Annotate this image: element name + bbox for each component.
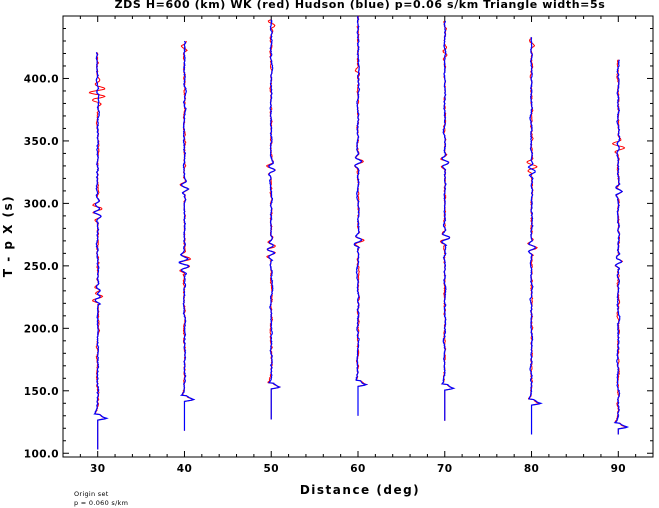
- trace-red-40: [178, 40, 196, 431]
- x-tick-label: 60: [350, 463, 365, 475]
- y-tick-label: 300.0: [24, 198, 59, 210]
- footnote-slowness: p = 0.060 s/km: [74, 499, 128, 507]
- trace-blue-50: [266, 19, 282, 420]
- trace-blue-80: [527, 36, 543, 435]
- chart-title: ZDS H=600 (km) WK (red) Hudson (blue) p=…: [115, 0, 606, 11]
- y-tick-label: 100.0: [24, 448, 59, 460]
- y-axis-label: T - p X (s): [1, 195, 15, 277]
- x-axis-label: Distance (deg): [300, 483, 420, 497]
- y-tick-label: 150.0: [24, 386, 59, 398]
- x-tick-label: 70: [437, 463, 452, 475]
- y-tick-label: 250.0: [24, 261, 59, 273]
- footnote-origin: Origin set: [74, 490, 109, 498]
- y-axis: 100.0 150.0 200.0 250.0 300.0 350.0 400.0: [24, 27, 653, 460]
- x-tick-label: 30: [90, 463, 105, 475]
- x-tick-label: 80: [524, 463, 539, 475]
- y-tick-label: 200.0: [24, 323, 59, 335]
- x-tick-label: 50: [264, 463, 279, 475]
- y-tick-label: 350.0: [24, 136, 59, 148]
- trace-group: [88, 15, 630, 450]
- x-tick-label: 40: [177, 463, 192, 475]
- trace-red-50: [265, 19, 281, 420]
- trace-blue-30: [93, 51, 109, 450]
- trace-blue-90: [613, 59, 630, 435]
- trace-red-90: [612, 59, 629, 435]
- trace-blue-60: [353, 15, 369, 416]
- trace-blue-40: [178, 40, 196, 431]
- trace-red-70: [439, 20, 455, 421]
- trace-red-60: [354, 15, 369, 416]
- trace-blue-70: [441, 20, 456, 421]
- x-tick-label: 90: [611, 463, 626, 475]
- x-axis: 30 40 50 60 70 80 90: [62, 16, 654, 475]
- y-tick-label: 400.0: [24, 73, 59, 85]
- trace-red-80: [526, 37, 541, 435]
